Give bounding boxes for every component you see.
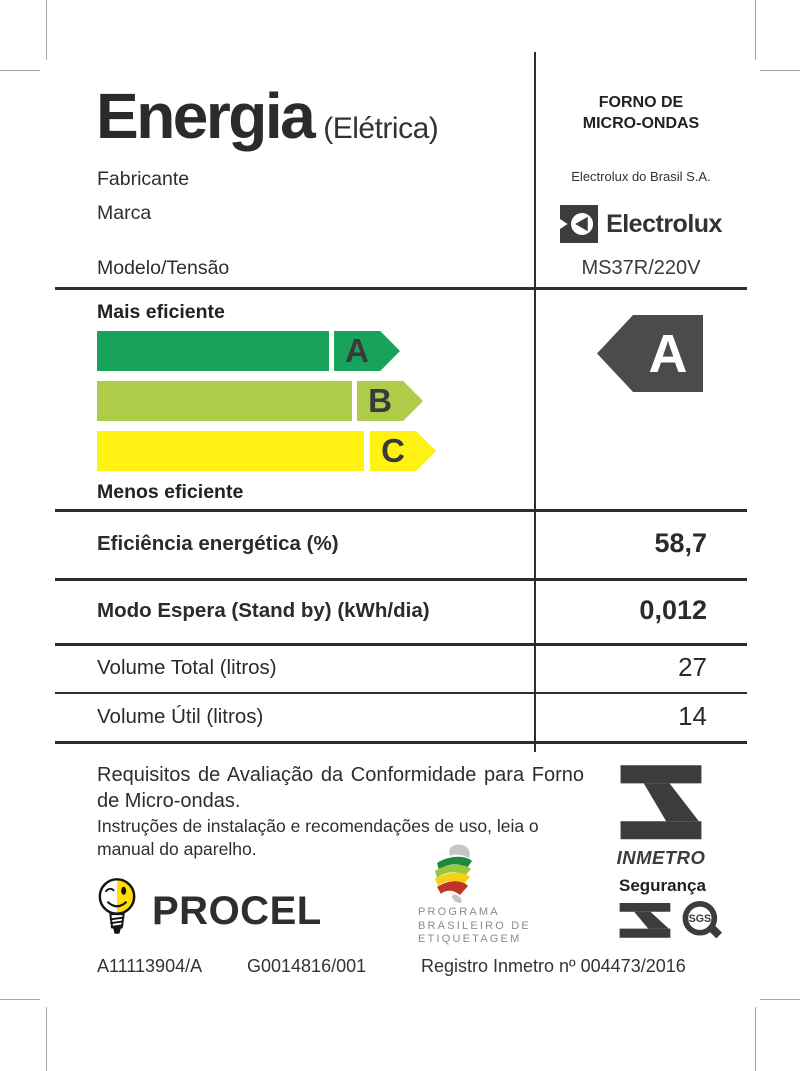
product-type: FORNO DE MICRO-ONDAS	[535, 92, 747, 134]
procel-bulb-icon	[96, 876, 138, 938]
seguranca-label: Segurança	[619, 876, 706, 895]
table-rule	[55, 578, 747, 581]
brand-block: Electrolux	[535, 205, 747, 243]
mais-eficiente-label: Mais eficiente	[97, 301, 225, 323]
scale-bar-arrow: C	[370, 431, 436, 471]
sgs-logo-icon: SGS	[681, 900, 725, 944]
row-label: Modo Espera (Stand by) (kWh/dia)	[97, 598, 430, 622]
crop-mark	[760, 999, 800, 1000]
conformity-requirements-text: Requisitos de Avaliação da Conformidade …	[97, 764, 584, 812]
grade-letter: C	[381, 432, 406, 469]
doc-number-2: G0014816/001	[247, 956, 367, 976]
pbe-wordmark: PROGRAMA BRASILEIRO DE ETIQUETAGEM	[418, 906, 538, 947]
rating-indicator: A	[597, 315, 703, 392]
table-rule	[55, 692, 747, 694]
scale-bar-arrow: B	[357, 381, 423, 421]
inmetro-wordmark: INMETRO	[616, 847, 706, 868]
row-value: 58,7	[654, 528, 707, 558]
fabricante-label: Fabricante	[97, 168, 190, 190]
grade-letter: A	[345, 332, 370, 369]
table-row: Volume Total (litros) 27	[55, 643, 747, 692]
procel-wordmark: PROCEL	[152, 889, 322, 933]
crop-mark	[46, 0, 47, 60]
grade-letter: B	[368, 382, 393, 419]
section-rule	[55, 741, 747, 744]
registro-inmetro-text: Registro Inmetro nº 004473/2016	[421, 956, 686, 976]
instructions-text: Instruções de instalação e recomendações…	[97, 816, 539, 859]
row-label: Volume Total (litros)	[97, 655, 277, 679]
pbe-line2: BRASILEIRO DE	[418, 919, 531, 932]
rating-letter: A	[648, 323, 688, 384]
scale-bar-rect	[97, 331, 329, 371]
modelo-tensao-label: Modelo/Tensão	[97, 257, 230, 279]
pbe-line3: ETIQUETAGEM	[418, 933, 522, 945]
pbe-swirl-icon	[424, 844, 486, 904]
crop-mark	[0, 70, 40, 71]
efficiency-bar-a: A	[97, 331, 517, 371]
marca-label: Marca	[97, 202, 152, 224]
table-row: Volume Útil (litros) 14	[55, 692, 747, 741]
row-label: Volume Útil (litros)	[97, 704, 264, 728]
title-energia: Energia	[96, 80, 316, 152]
table-row: Modo Espera (Stand by) (kWh/dia) 0,012	[55, 578, 747, 643]
row-value: 27	[678, 652, 707, 682]
label-title: Energia (Elétrica)	[96, 84, 439, 166]
inmetro-mark-icon	[618, 761, 704, 847]
efficiency-bar-b: B	[97, 381, 517, 421]
table-rule	[55, 643, 747, 646]
table-row: Eficiência energética (%) 58,7	[55, 509, 747, 578]
row-value: 0,012	[639, 595, 707, 625]
brand-wordmark: Electrolux	[606, 209, 722, 238]
sgs-label: SGS	[689, 913, 712, 925]
title-eletrica: (Elétrica)	[323, 112, 439, 145]
crop-mark	[46, 1007, 47, 1071]
manufacturer-name: Electrolux do Brasil S.A.	[571, 169, 711, 184]
section-rule	[55, 287, 747, 290]
inmetro-small-mark-icon	[618, 901, 672, 941]
crop-mark	[755, 0, 756, 60]
section-rule	[55, 509, 747, 512]
scale-bar-rect	[97, 381, 352, 421]
model-voltage-value: MS37R/220V	[581, 257, 701, 279]
crop-mark	[760, 70, 800, 71]
product-type-line1: FORNO DE	[598, 94, 684, 111]
center-divider-line	[534, 52, 536, 752]
pbe-line1: PROGRAMA	[418, 906, 500, 918]
menos-eficiente-label: Menos eficiente	[97, 481, 244, 503]
row-value: 14	[678, 701, 707, 731]
doc-number-1: A11113904/A	[97, 956, 203, 976]
electrolux-logo-icon	[560, 205, 599, 243]
crop-mark	[755, 1007, 756, 1071]
scale-bar-arrow: A	[334, 331, 400, 371]
crop-mark	[0, 999, 40, 1000]
row-label: Eficiência energética (%)	[97, 531, 339, 555]
scale-bar-rect	[97, 431, 364, 471]
efficiency-bar-c: C	[97, 431, 517, 471]
product-type-line2: MICRO-ONDAS	[582, 115, 700, 132]
